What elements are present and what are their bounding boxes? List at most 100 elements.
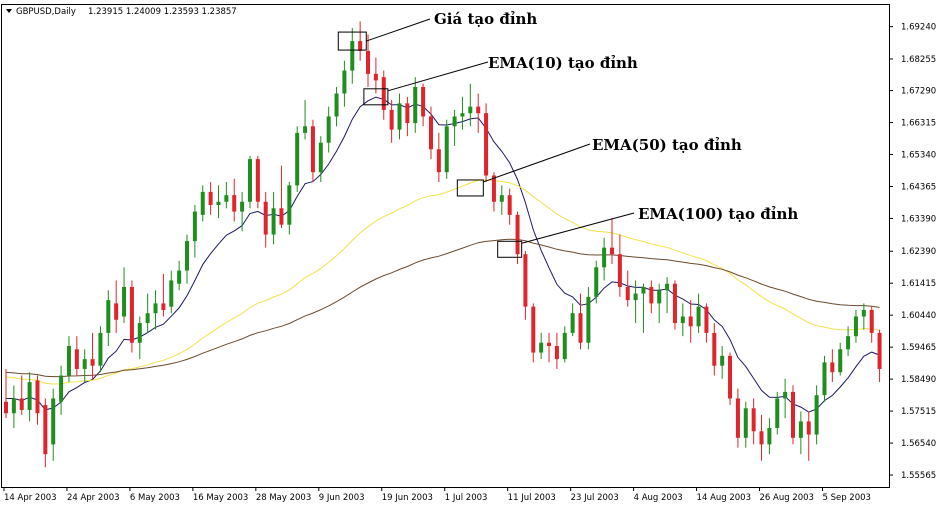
- candle: [27, 372, 32, 422]
- candle: [397, 93, 402, 140]
- candle-body: [547, 342, 552, 347]
- candle: [271, 191, 276, 245]
- x-tick-label: 9 Jun 2003: [319, 493, 365, 503]
- x-tick-label: 28 May 2003: [256, 493, 311, 503]
- y-tick-label: 1.57515: [901, 407, 936, 417]
- candle-body: [531, 306, 536, 353]
- annotations: Giá tạo đỉnh EMA(10) tạo đỉnh EMA(50) tạo …: [337, 10, 798, 258]
- candle: [279, 165, 284, 228]
- candle: [224, 182, 229, 209]
- candle-body: [578, 313, 583, 343]
- candle-body: [735, 398, 740, 438]
- candle: [657, 283, 662, 324]
- candle: [35, 375, 40, 425]
- candle-body: [814, 395, 819, 435]
- candle: [586, 286, 591, 350]
- candle-body: [413, 86, 418, 124]
- candle-body: [169, 280, 174, 307]
- x-tick-label: 1 Jul 2003: [445, 493, 488, 503]
- candle-body: [570, 313, 575, 333]
- candle: [177, 260, 182, 291]
- candle: [161, 273, 166, 317]
- candle-body: [484, 113, 489, 176]
- candle-body: [59, 375, 64, 402]
- candle-body: [594, 267, 599, 297]
- candle-body: [672, 283, 677, 324]
- candle: [153, 290, 158, 330]
- candle-body: [192, 211, 197, 242]
- chevron-down-icon[interactable]: [6, 9, 12, 13]
- candle-body: [19, 398, 24, 410]
- x-tick-label: 5 Sep 2003: [822, 493, 870, 503]
- candle: [342, 60, 347, 107]
- y-tick-label: 1.60440: [901, 311, 936, 321]
- axes: 1.69240 1.68255 1.67290 1.66315 1.65340 1.643…: [3, 23, 936, 503]
- candle-body: [310, 126, 315, 173]
- y-tick-label: 1.69240: [901, 23, 936, 33]
- candle: [641, 283, 646, 333]
- candle-body: [846, 336, 851, 350]
- x-tick-label: 23 Jul 2003: [571, 493, 619, 503]
- candle: [688, 300, 693, 343]
- candle-body: [208, 191, 213, 206]
- candle-body: [358, 41, 363, 51]
- x-tick-label: 11 Jul 2003: [508, 493, 556, 503]
- candle: [720, 346, 725, 379]
- candle-body: [381, 77, 386, 110]
- candle-body: [460, 113, 465, 117]
- candle: [59, 365, 64, 415]
- y-tick-label: 1.63390: [901, 214, 936, 224]
- candle: [830, 349, 835, 383]
- candle: [767, 418, 772, 455]
- candle: [413, 77, 418, 133]
- candle: [452, 109, 457, 146]
- candle-body: [35, 380, 40, 414]
- candle-body: [452, 116, 457, 127]
- candle-body: [822, 362, 827, 396]
- annotation-box: [456, 179, 484, 197]
- candle-body: [806, 421, 811, 435]
- candle-body: [43, 405, 48, 455]
- candle: [310, 119, 315, 183]
- candle: [373, 57, 378, 94]
- y-tick-label: 1.64365: [901, 182, 936, 192]
- candle-body: [11, 398, 16, 414]
- candle-body: [279, 208, 284, 225]
- candle: [696, 293, 701, 333]
- candle-body: [106, 300, 111, 333]
- candle: [491, 172, 496, 212]
- y-tick-label: 1.61415: [901, 279, 936, 289]
- candle: [735, 388, 740, 448]
- candle-body: [51, 398, 56, 445]
- y-tick-label: 1.67290: [901, 87, 936, 97]
- symbol-label: GBPUSD,Daily: [16, 7, 76, 17]
- candle: [783, 378, 788, 419]
- candle-body: [240, 201, 245, 212]
- candle: [405, 96, 410, 137]
- candle: [468, 83, 473, 127]
- candle: [169, 270, 174, 314]
- candle: [617, 234, 622, 297]
- candle: [460, 96, 465, 130]
- candle: [326, 106, 331, 153]
- candle: [838, 342, 843, 376]
- candle-body: [200, 191, 205, 215]
- candle: [82, 349, 87, 383]
- candle: [421, 83, 426, 127]
- candle-body: [759, 431, 764, 445]
- candle: [318, 136, 323, 183]
- candle-body: [562, 332, 567, 360]
- candle: [287, 182, 292, 235]
- y-tick-label: 1.65340: [901, 151, 936, 161]
- candle: [798, 411, 803, 455]
- annotation-leader: [521, 212, 635, 244]
- candle-body: [869, 309, 874, 333]
- candle: [554, 332, 559, 369]
- candle-body: [688, 316, 693, 327]
- candle-body: [137, 323, 142, 343]
- annotation-label: EMA(50) tạo đỉnh: [592, 136, 742, 154]
- candle-body: [554, 346, 559, 360]
- candle: [98, 326, 103, 373]
- candle-body: [499, 195, 504, 202]
- candle-body: [27, 382, 32, 410]
